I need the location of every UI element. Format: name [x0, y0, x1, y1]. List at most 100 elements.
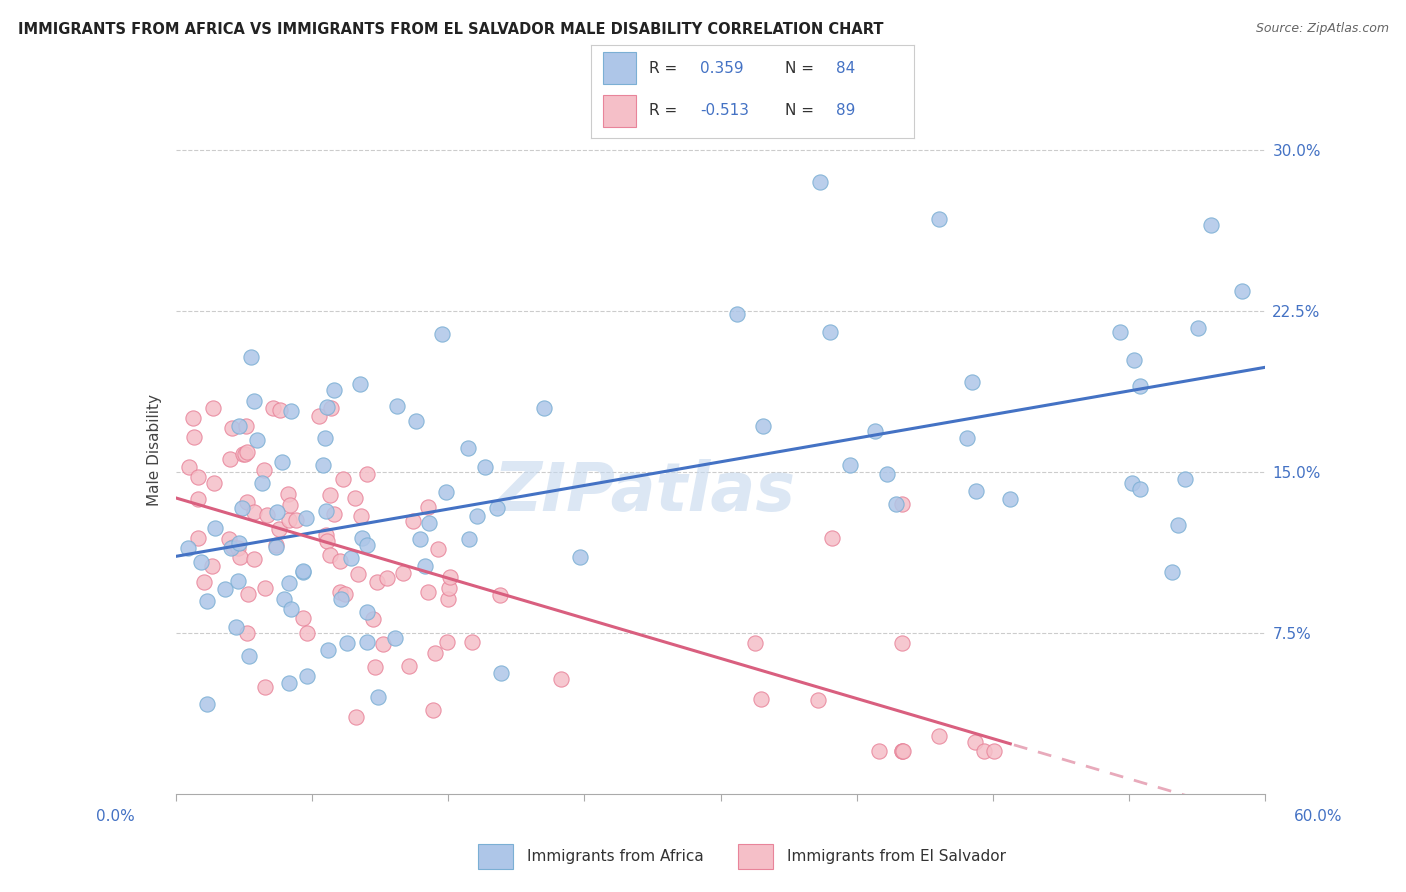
Point	[242, 394, 264, 409]
Point	[807, 692, 830, 706]
Point	[219, 451, 242, 466]
Point	[352, 531, 374, 545]
Point	[269, 403, 291, 417]
Point	[891, 744, 914, 758]
Point	[385, 399, 408, 413]
Point	[228, 419, 250, 434]
Point	[195, 697, 218, 711]
Point	[486, 501, 509, 516]
Point	[422, 702, 444, 716]
Point	[235, 418, 257, 433]
Point	[489, 588, 512, 602]
Point	[416, 585, 439, 599]
Text: 0.0%: 0.0%	[96, 809, 135, 823]
Point	[318, 548, 340, 562]
Point	[330, 592, 353, 607]
Point	[316, 400, 339, 414]
Point	[418, 516, 440, 530]
Point	[1121, 476, 1143, 491]
Point	[280, 498, 302, 512]
Point	[193, 574, 215, 589]
Point	[432, 327, 454, 342]
Point	[323, 507, 346, 521]
Point	[273, 591, 295, 606]
Point	[266, 538, 288, 552]
Point	[297, 626, 319, 640]
Point	[398, 658, 420, 673]
Point	[821, 532, 844, 546]
Point	[457, 441, 479, 455]
Point	[315, 527, 337, 541]
Point	[356, 538, 378, 552]
Point	[236, 587, 259, 601]
Point	[491, 665, 513, 680]
Point	[277, 676, 299, 690]
Text: ZIPatlas: ZIPatlas	[494, 458, 796, 524]
Point	[349, 377, 371, 392]
Point	[1187, 321, 1209, 335]
Point	[725, 307, 748, 321]
Point	[474, 460, 496, 475]
Point	[973, 744, 995, 758]
Point	[190, 555, 212, 569]
Point	[222, 541, 245, 555]
Point	[336, 636, 359, 650]
Point	[437, 592, 460, 607]
Point	[364, 660, 387, 674]
Bar	[478, 844, 513, 869]
Point	[960, 375, 983, 389]
Text: 84: 84	[837, 61, 855, 76]
Point	[749, 692, 772, 706]
Point	[810, 175, 832, 189]
Point	[181, 410, 204, 425]
Point	[533, 401, 555, 415]
Point	[402, 514, 425, 528]
Point	[384, 632, 406, 646]
Bar	[603, 95, 636, 127]
Point	[392, 566, 415, 581]
Point	[277, 576, 299, 591]
Point	[408, 533, 430, 547]
Point	[201, 558, 224, 573]
Point	[928, 729, 950, 743]
Point	[423, 646, 446, 660]
Point	[356, 467, 378, 481]
Point	[367, 690, 389, 705]
Point	[280, 404, 302, 418]
Text: R =: R =	[648, 61, 682, 76]
Point	[416, 500, 439, 514]
Point	[458, 532, 481, 546]
Point	[868, 744, 890, 758]
Point	[295, 511, 318, 525]
Point	[568, 550, 591, 565]
Point	[965, 484, 987, 499]
Point	[1161, 566, 1184, 580]
Point	[242, 551, 264, 566]
Point	[236, 445, 259, 459]
Point	[437, 581, 460, 595]
Point	[983, 744, 1005, 758]
Text: Source: ZipAtlas.com: Source: ZipAtlas.com	[1256, 22, 1389, 36]
Point	[1122, 353, 1144, 368]
Point	[266, 505, 288, 519]
Point	[439, 570, 461, 584]
Point	[214, 582, 236, 597]
Point	[314, 432, 336, 446]
Point	[863, 424, 886, 438]
Point	[316, 533, 339, 548]
Point	[277, 487, 299, 501]
Point	[405, 414, 427, 428]
Point	[238, 648, 260, 663]
Text: Immigrants from El Salvador: Immigrants from El Salvador	[787, 849, 1007, 863]
Point	[321, 401, 343, 415]
Point	[361, 612, 384, 626]
Point	[177, 460, 200, 475]
Point	[256, 508, 278, 523]
Point	[1174, 472, 1197, 486]
Point	[221, 421, 243, 435]
Point	[315, 504, 337, 518]
Point	[277, 513, 299, 527]
Point	[375, 571, 398, 585]
Point	[1199, 218, 1222, 232]
Point	[231, 501, 253, 516]
